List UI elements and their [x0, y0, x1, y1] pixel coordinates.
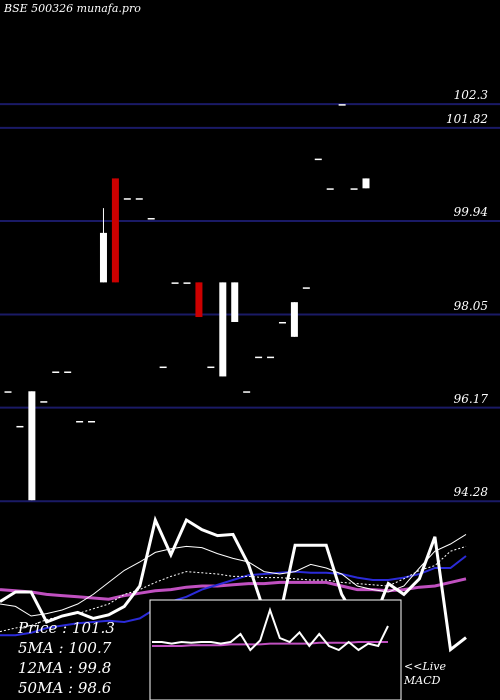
- ma12-readout: 12MA : 99.8: [18, 659, 112, 677]
- candle-body: [278, 321, 286, 324]
- candle-body: [243, 391, 251, 393]
- price-level-label: 99.94: [453, 204, 488, 219]
- candle-body: [99, 232, 107, 283]
- candle-body: [171, 282, 179, 284]
- candle-body: [195, 282, 203, 318]
- candle-body: [326, 188, 334, 190]
- candle-body: [159, 366, 167, 369]
- candle-body: [290, 302, 298, 337]
- sma20-line: [0, 555, 467, 637]
- candle-body: [255, 356, 263, 359]
- candle-body: [219, 282, 227, 377]
- price-level-label: 96.17: [453, 391, 488, 406]
- candle-body: [4, 391, 12, 393]
- candle-body: [338, 104, 346, 106]
- macd-panel: [149, 599, 402, 700]
- candle-body: [362, 178, 370, 189]
- price-level-label: 94.28: [453, 485, 488, 500]
- candle-body: [76, 420, 84, 423]
- macd-line: [152, 606, 389, 652]
- watermark: BSE 500326 munafa.pro: [4, 2, 141, 15]
- macd-label: <<Live MACD: [404, 660, 446, 687]
- price-readout: Price : 101.3: [18, 619, 115, 637]
- price-level-label: 102.3: [453, 88, 488, 103]
- candle-body: [207, 366, 215, 369]
- price-level-label: 98.05: [453, 298, 488, 313]
- sma5-line: [0, 533, 467, 617]
- candle-body: [52, 371, 60, 373]
- candle-body: [64, 371, 72, 373]
- candle-body: [267, 356, 275, 359]
- candle-body: [314, 158, 322, 161]
- candle-body: [183, 282, 191, 284]
- candle-body: [16, 425, 24, 428]
- price-line: [0, 515, 467, 653]
- candle-body: [135, 198, 143, 200]
- candle-body: [28, 391, 36, 501]
- candle-body: [302, 287, 310, 289]
- ma50-readout: 50MA : 98.6: [18, 679, 112, 697]
- candle-body: [350, 188, 358, 190]
- candle-body: [123, 198, 131, 200]
- candle-body: [88, 420, 96, 423]
- candle-body: [231, 282, 239, 322]
- candle-body: [147, 218, 155, 220]
- price-level-label: 101.82: [446, 111, 488, 126]
- ma5-readout: 5MA : 100.7: [18, 639, 112, 657]
- candle-body: [40, 401, 48, 403]
- candle-body: [111, 178, 119, 283]
- sma50-line: [0, 577, 467, 601]
